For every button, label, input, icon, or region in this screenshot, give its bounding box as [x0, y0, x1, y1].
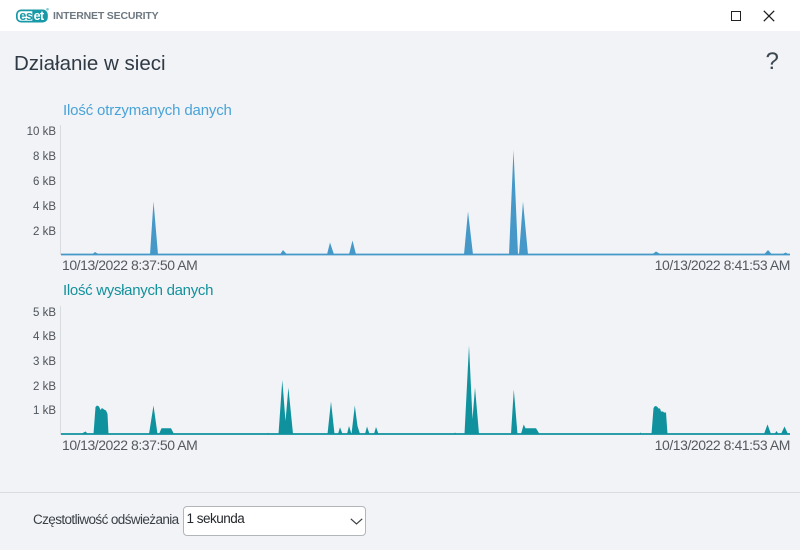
svg-text:es: es — [19, 9, 32, 23]
svg-text:et: et — [34, 9, 45, 23]
